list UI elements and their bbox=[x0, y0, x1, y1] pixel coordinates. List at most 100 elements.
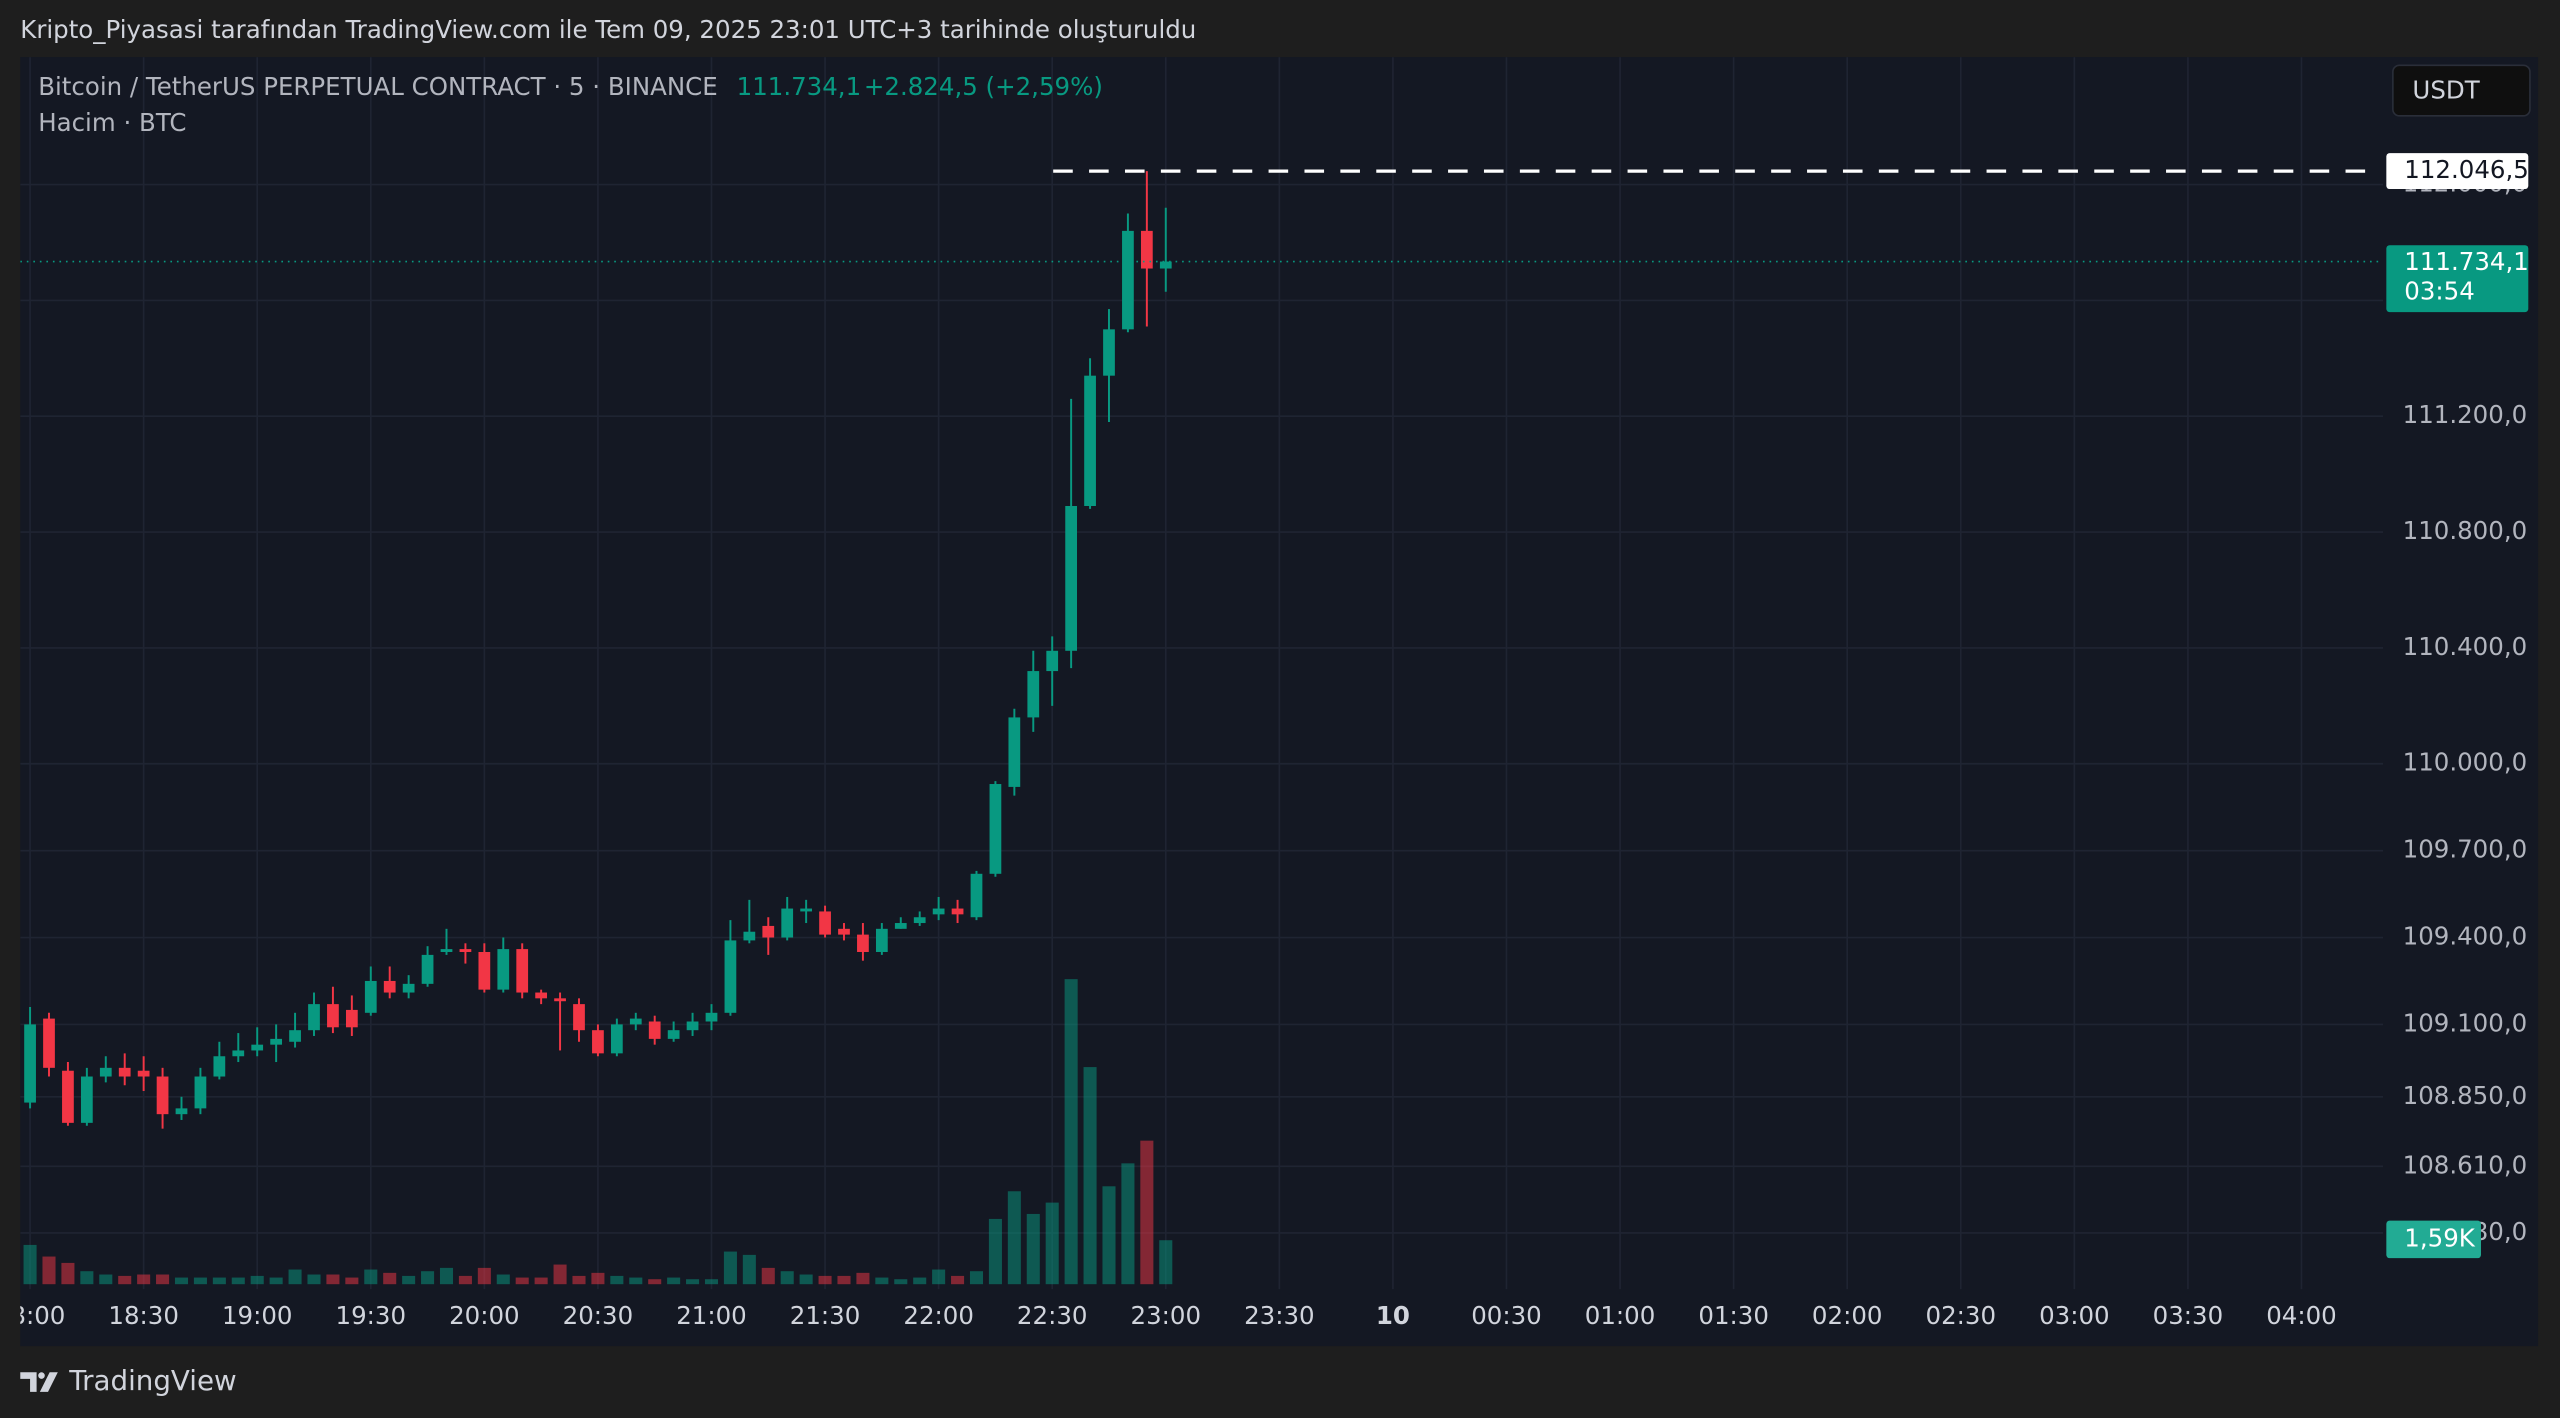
chart-title: Bitcoin / TetherUS PERPETUAL CONTRACT · … bbox=[38, 72, 718, 101]
volume-bar bbox=[875, 1277, 889, 1285]
volume-bar bbox=[856, 1272, 870, 1285]
candle-body bbox=[118, 1067, 131, 1077]
y-tick-label: 108.850,0 bbox=[2403, 1081, 2528, 1110]
volume-bar bbox=[591, 1272, 605, 1285]
last-price: 111.734,1 bbox=[737, 72, 862, 101]
candle-body bbox=[24, 1024, 36, 1103]
candle-body bbox=[1065, 505, 1078, 651]
x-tick-label: 23:30 bbox=[1244, 1301, 1315, 1330]
volume-bar bbox=[269, 1277, 283, 1285]
candle-body bbox=[516, 949, 529, 993]
candle-body bbox=[724, 940, 737, 1013]
y-tick-label: 109.700,0 bbox=[2403, 835, 2528, 864]
candle-body bbox=[270, 1038, 283, 1045]
volume-bar bbox=[118, 1275, 132, 1285]
volume-bar bbox=[383, 1272, 397, 1285]
volume-bar bbox=[1045, 1202, 1059, 1285]
y-tick-label: 109.400,0 bbox=[2403, 922, 2528, 951]
volume-bar bbox=[250, 1275, 264, 1285]
volume-bar bbox=[1083, 1067, 1097, 1285]
volume-bar bbox=[345, 1277, 359, 1285]
x-tick-label: 03:30 bbox=[2153, 1301, 2224, 1330]
candle-body bbox=[1027, 671, 1040, 718]
change: +2.824,5 (+2,59%) bbox=[864, 72, 1103, 101]
candle-body bbox=[932, 908, 945, 915]
candle-body bbox=[251, 1044, 264, 1051]
x-tick-label: 23:00 bbox=[1131, 1301, 1202, 1330]
last-price-axis-label: 111.734,1 bbox=[2404, 247, 2529, 276]
currency-button[interactable] bbox=[2392, 64, 2531, 117]
candle-body bbox=[327, 1004, 339, 1028]
volume-bar bbox=[477, 1267, 491, 1285]
currency[interactable]: USDT bbox=[2412, 75, 2480, 104]
volume-bar bbox=[307, 1274, 321, 1285]
high-badge bbox=[2386, 153, 2529, 190]
last-price-badge bbox=[2386, 245, 2529, 313]
volume-bar bbox=[1064, 979, 1078, 1285]
candle-body bbox=[629, 1018, 642, 1025]
volume-bar bbox=[458, 1275, 472, 1285]
x-tick-label: 04:00 bbox=[2266, 1301, 2337, 1330]
x-tick-label: 21:30 bbox=[790, 1301, 861, 1330]
volume-bar bbox=[1007, 1191, 1021, 1285]
y-tick-label: 110.400,0 bbox=[2403, 632, 2528, 661]
volume-bar bbox=[553, 1264, 567, 1285]
candle-body bbox=[667, 1030, 680, 1039]
candle-body bbox=[573, 1004, 585, 1031]
x-tick-label: 01:00 bbox=[1585, 1301, 1656, 1330]
x-tick-label: 00:30 bbox=[1471, 1301, 1542, 1330]
candle-body bbox=[1046, 650, 1059, 672]
volume-bar bbox=[894, 1279, 908, 1285]
volume-bar bbox=[913, 1277, 927, 1285]
volume-bar bbox=[496, 1274, 510, 1285]
volume-bar bbox=[1140, 1140, 1154, 1285]
x-tick-label: 10 bbox=[1376, 1301, 1410, 1330]
volume-bar bbox=[799, 1274, 813, 1285]
volume-bar bbox=[1121, 1163, 1135, 1285]
candle-body bbox=[875, 928, 888, 952]
volume-title: Hacim · BTC bbox=[38, 108, 186, 137]
candle-body bbox=[819, 911, 831, 935]
candle-body bbox=[951, 908, 964, 915]
volume-bar bbox=[421, 1271, 435, 1285]
candle-body bbox=[43, 1018, 55, 1068]
candle-body bbox=[62, 1070, 74, 1123]
candle-body bbox=[80, 1076, 93, 1123]
volume-bar bbox=[231, 1277, 245, 1285]
candle-body bbox=[857, 934, 869, 952]
candle-body bbox=[1103, 329, 1115, 376]
candle-body bbox=[610, 1024, 623, 1054]
volume-bar bbox=[326, 1274, 340, 1285]
volume-bar bbox=[648, 1279, 662, 1285]
candle-body bbox=[383, 980, 396, 993]
candle-body bbox=[137, 1070, 150, 1077]
volume-bar bbox=[723, 1251, 737, 1285]
candle-body bbox=[345, 1009, 358, 1028]
x-tick-label: 20:30 bbox=[563, 1301, 634, 1330]
volume-bar bbox=[23, 1244, 37, 1285]
y-tick-label: 109.100,0 bbox=[2403, 1008, 2528, 1037]
volume-bar bbox=[704, 1279, 719, 1285]
x-tick-label: 02:30 bbox=[1926, 1301, 1997, 1330]
high-label: 112.046,5 bbox=[2404, 155, 2529, 184]
candle-body bbox=[421, 954, 434, 984]
volume-bar bbox=[439, 1267, 454, 1285]
volume-bar bbox=[761, 1267, 775, 1285]
candle-body bbox=[894, 923, 907, 929]
x-tick-label: 18:00 bbox=[0, 1301, 65, 1330]
volume-bar bbox=[364, 1269, 378, 1285]
candle-body bbox=[213, 1056, 226, 1077]
volume-bar bbox=[42, 1256, 56, 1285]
volume-bar bbox=[212, 1277, 226, 1285]
x-tick-label: 19:30 bbox=[336, 1301, 407, 1330]
x-tick-label: 01:30 bbox=[1698, 1301, 1769, 1330]
volume-bar bbox=[174, 1277, 189, 1285]
volume-bar bbox=[1102, 1186, 1116, 1285]
volume-bar bbox=[932, 1269, 946, 1285]
candle-body bbox=[289, 1030, 301, 1042]
candle-body bbox=[232, 1050, 245, 1057]
volume-bar bbox=[193, 1277, 207, 1285]
volume-bar bbox=[686, 1279, 700, 1285]
